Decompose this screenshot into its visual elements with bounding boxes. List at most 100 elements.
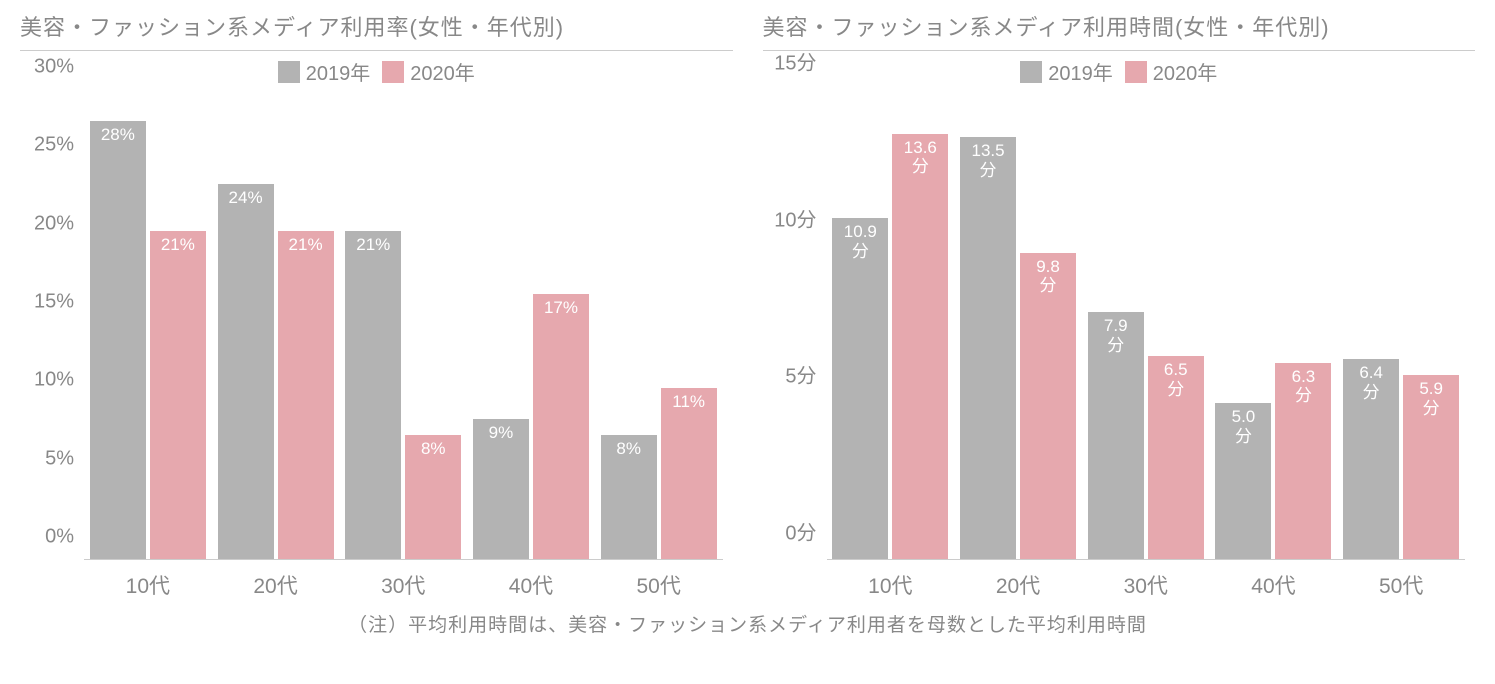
left-y-tick: 20%: [34, 212, 74, 235]
right-bar: 13.6 分: [892, 134, 948, 560]
right-bar: 9.8 分: [1020, 253, 1076, 560]
left-bar: 9%: [473, 419, 529, 560]
legend-swatch-2020: [382, 61, 404, 83]
right-x-tick: 10代: [827, 564, 955, 600]
right-bar-group: 7.9 分6.5 分: [1082, 90, 1210, 560]
right-bar: 10.9 分: [832, 218, 888, 560]
left-bar-label: 28%: [90, 125, 146, 145]
right-bar: 5.0 分: [1215, 403, 1271, 560]
right-plot: 0分5分10分15分 10.9 分13.6 分13.5 分9.8 分7.9 分6…: [763, 90, 1476, 600]
left-bar: 21%: [278, 231, 334, 560]
left-bar-label: 17%: [533, 298, 589, 318]
left-bar: 11%: [661, 388, 717, 560]
legend-item-2019: 2019年: [278, 57, 371, 86]
left-y-tick: 25%: [34, 134, 74, 157]
left-y-tick: 0%: [45, 526, 74, 549]
left-bar-group: 28% 21%: [84, 90, 212, 560]
left-plot-area: 28% 21% 24% 21% 21% 8% 9% 17% 8% 11%: [84, 90, 723, 560]
right-bar: 6.4 分: [1343, 359, 1399, 560]
right-bar-label: 9.8 分: [1020, 257, 1076, 296]
left-bar-group: 24% 21%: [212, 90, 340, 560]
left-bar-group: 21% 8%: [339, 90, 467, 560]
right-x-tick: 50代: [1337, 564, 1465, 600]
right-bar-label: 13.6 分: [892, 138, 948, 177]
left-bar-label: 24%: [218, 188, 274, 208]
right-x-tick: 30代: [1082, 564, 1210, 600]
right-plot-area: 10.9 分13.6 分13.5 分9.8 分7.9 分6.5 分5.0 分6.…: [827, 90, 1466, 560]
charts-container: 美容・ファッション系メディア利用率(女性・年代別) 2019年 2020年 0%…: [20, 10, 1475, 600]
left-x-tick: 50代: [595, 564, 723, 600]
footnote: （注）平均利用時間は、美容・ファッション系メディア利用者を母数とした平均利用時間: [20, 610, 1475, 637]
left-bar-label: 21%: [345, 235, 401, 255]
right-chart-title: 美容・ファッション系メディア利用時間(女性・年代別): [763, 10, 1476, 51]
left-bar-label: 9%: [473, 423, 529, 443]
right-x-axis: 10代20代30代40代50代: [827, 564, 1466, 600]
left-y-tick: 10%: [34, 369, 74, 392]
right-bar-label: 5.0 分: [1215, 407, 1271, 446]
left-chart-panel: 美容・ファッション系メディア利用率(女性・年代別) 2019年 2020年 0%…: [20, 10, 733, 600]
left-x-tick: 10代: [84, 564, 212, 600]
left-bar-group: 9% 17%: [467, 90, 595, 560]
legend-swatch-2019: [278, 61, 300, 83]
right-x-tick: 20代: [954, 564, 1082, 600]
right-y-tick: 0分: [785, 517, 816, 546]
left-x-tick: 20代: [212, 564, 340, 600]
right-bar: 6.5 分: [1148, 356, 1204, 560]
legend-label-2019: 2019年: [306, 57, 371, 86]
left-bar-label: 8%: [601, 439, 657, 459]
left-y-tick: 15%: [34, 291, 74, 314]
left-bar-label: 21%: [150, 235, 206, 255]
left-bar-label: 11%: [661, 392, 717, 412]
left-bar: 17%: [533, 294, 589, 560]
legend-swatch-2020: [1125, 61, 1147, 83]
right-bar-group: 6.4 分5.9 分: [1337, 90, 1465, 560]
right-bar: 5.9 分: [1403, 375, 1459, 560]
left-plot: 0%5%10%15%20%25%30% 28%21%24%21%21%8%9%1…: [20, 90, 733, 600]
left-y-axis: 0%5%10%15%20%25%30%: [20, 90, 80, 560]
legend-label-2019: 2019年: [1048, 57, 1113, 86]
left-bar: 8%: [601, 435, 657, 560]
left-x-tick: 30代: [339, 564, 467, 600]
right-bar-label: 7.9 分: [1088, 316, 1144, 355]
right-bar-group: 13.5 分 9.8 分: [954, 90, 1082, 560]
right-bar: 13.5 分: [960, 137, 1016, 560]
left-bar: 21%: [345, 231, 401, 560]
right-bar-label: 13.5 分: [960, 141, 1016, 180]
left-legend: 2019年 2020年: [20, 57, 733, 86]
left-bar: 8%: [405, 435, 461, 560]
right-y-tick: 10分: [774, 203, 816, 232]
legend-swatch-2019: [1020, 61, 1042, 83]
right-baseline: [827, 559, 1466, 560]
right-y-axis: 0分5分10分15分: [763, 90, 823, 560]
left-y-tick: 30%: [34, 56, 74, 79]
right-legend: 2019年 2020年: [763, 57, 1476, 86]
left-baseline: [84, 559, 723, 560]
right-bar-label: 6.5 分: [1148, 360, 1204, 399]
left-x-axis: 10代20代30代40代50代: [84, 564, 723, 600]
right-bar-group: 10.9 分 13.6 分: [827, 90, 955, 560]
left-chart-title: 美容・ファッション系メディア利用率(女性・年代別): [20, 10, 733, 51]
right-chart-panel: 美容・ファッション系メディア利用時間(女性・年代別) 2019年 2020年 0…: [763, 10, 1476, 600]
legend-item-2020: 2020年: [1125, 57, 1218, 86]
left-bar-group: 8% 11%: [595, 90, 723, 560]
right-bar-label: 6.3 分: [1275, 367, 1331, 406]
left-bar-label: 8%: [405, 439, 461, 459]
right-bar-group: 5.0 分6.3 分: [1210, 90, 1338, 560]
right-y-tick: 5分: [785, 360, 816, 389]
left-bar-label: 21%: [278, 235, 334, 255]
legend-item-2019: 2019年: [1020, 57, 1113, 86]
left-x-tick: 40代: [467, 564, 595, 600]
right-bar: 6.3 分: [1275, 363, 1331, 560]
left-bar: 21%: [150, 231, 206, 560]
legend-label-2020: 2020年: [410, 57, 475, 86]
left-bars: 28% 21% 24% 21% 21% 8% 9% 17% 8% 11%: [84, 90, 723, 560]
right-y-tick: 15分: [774, 47, 816, 76]
right-bar-label: 5.9 分: [1403, 379, 1459, 418]
right-bars: 10.9 分13.6 分13.5 分9.8 分7.9 分6.5 分5.0 分6.…: [827, 90, 1466, 560]
right-bar-label: 6.4 分: [1343, 363, 1399, 402]
legend-item-2020: 2020年: [382, 57, 475, 86]
right-bar: 7.9 分: [1088, 312, 1144, 560]
right-x-tick: 40代: [1210, 564, 1338, 600]
left-y-tick: 5%: [45, 447, 74, 470]
legend-label-2020: 2020年: [1153, 57, 1218, 86]
